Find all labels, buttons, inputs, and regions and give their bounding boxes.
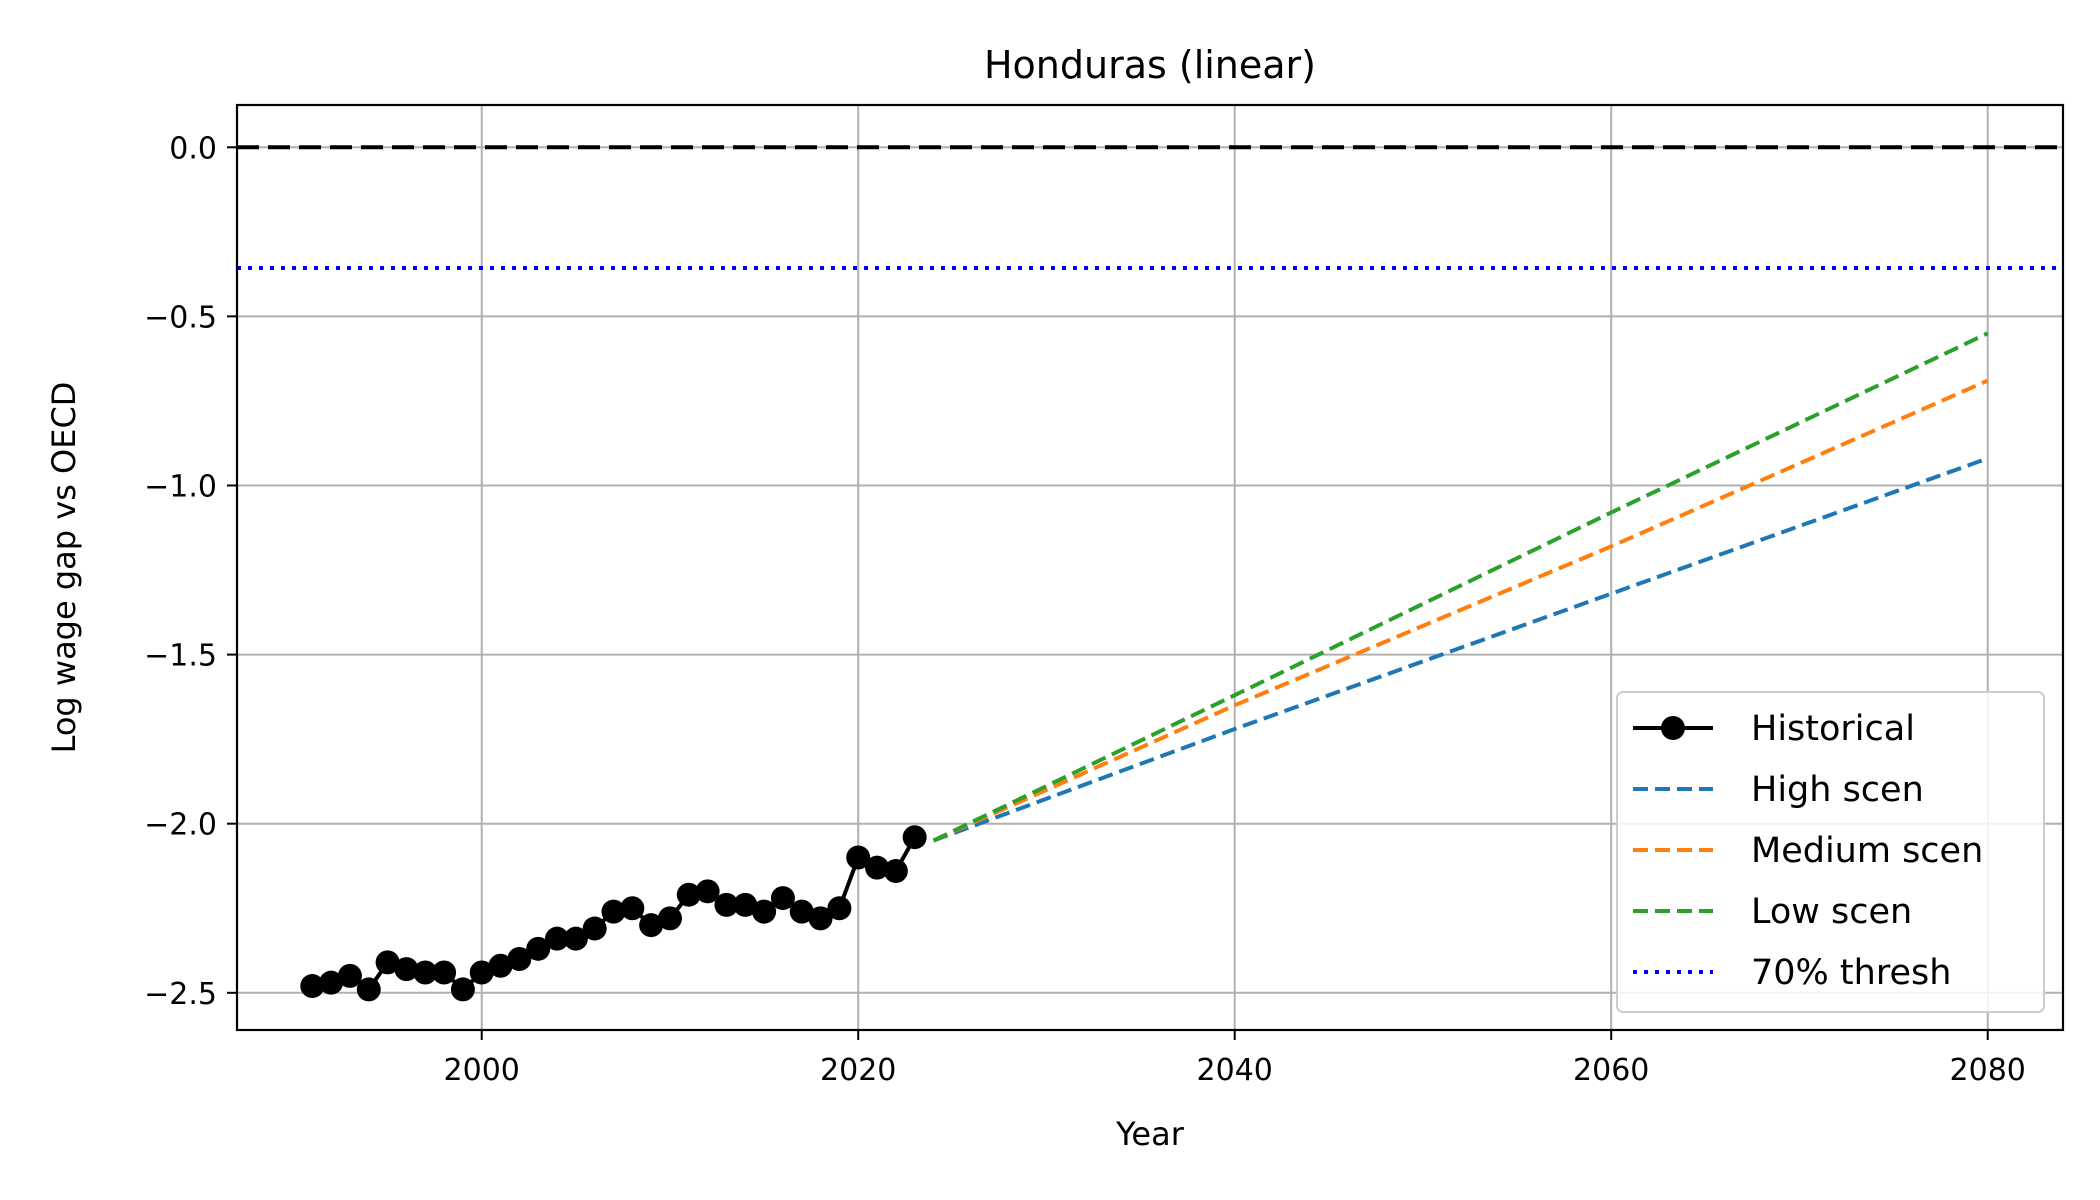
x-tick-label: 2080 <box>1950 1053 2026 1088</box>
historical-point <box>846 845 871 870</box>
historical-point <box>469 960 494 985</box>
legend-label: High scen <box>1751 770 1924 810</box>
medium-scen-line <box>932 378 1989 843</box>
legend-label: Low scen <box>1751 892 1912 932</box>
legend-label: Medium scen <box>1751 831 1983 871</box>
x-tick-label: 2040 <box>1197 1053 1273 1088</box>
y-tick-label: 0.0 <box>169 131 217 166</box>
axes: 2000 2020 2040 2060 2080 0.0 −0.5 −1.0 −1.5 −2.0 −… <box>144 103 2065 1088</box>
high-scen-line <box>932 456 1989 843</box>
historical-point <box>337 963 362 988</box>
historical-point <box>714 892 739 917</box>
historical-point <box>300 974 325 999</box>
historical-point <box>865 855 890 880</box>
y-axis-label: Log wage gap vs OECD <box>45 382 83 754</box>
x-tick-label: 2060 <box>1573 1053 1649 1088</box>
chart-title: Honduras (linear) <box>984 43 1316 87</box>
legend: Historical High scen Medium scen Low scen 70… <box>1616 691 2045 1013</box>
historical-point <box>601 899 626 924</box>
legend-box <box>1616 691 2045 1013</box>
historical-point <box>375 950 400 975</box>
historical-point <box>639 913 664 938</box>
historical-point <box>752 899 777 924</box>
low-scen-line <box>932 331 1989 843</box>
historical-point <box>808 906 833 931</box>
historical-point <box>450 977 475 1002</box>
y-tick-label: −2.0 <box>144 808 217 843</box>
historical-point <box>526 936 551 961</box>
historical-point <box>432 960 457 985</box>
historical-point <box>563 926 588 951</box>
series-lines <box>237 266 2063 1002</box>
legend-label: 70% thresh <box>1751 953 1951 993</box>
historical-point <box>488 953 513 978</box>
historical-point <box>827 896 852 921</box>
historical-point <box>620 896 645 921</box>
historical-point <box>394 957 419 982</box>
historical-point <box>413 960 438 985</box>
historical-point <box>582 916 607 941</box>
historical-point <box>733 892 758 917</box>
historical-point <box>657 906 682 931</box>
historical-point <box>545 926 570 951</box>
historical-point <box>356 977 381 1002</box>
historical-point <box>507 946 532 971</box>
x-axis-label: Year <box>1115 1115 1185 1153</box>
y-tick-label: −0.5 <box>144 300 217 335</box>
x-tick-label: 2020 <box>820 1053 896 1088</box>
y-tick-label: −1.0 <box>144 469 217 504</box>
x-tick-label: 2000 <box>444 1053 520 1088</box>
historical-point <box>902 825 927 850</box>
historical-point <box>695 879 720 904</box>
historical-point <box>770 886 795 911</box>
historical-point <box>883 859 908 884</box>
historical-point <box>676 882 701 907</box>
y-tick-label: −1.5 <box>144 639 217 674</box>
plot-frame <box>235 103 2065 1032</box>
historical-point <box>789 899 814 924</box>
y-tick-label: −2.5 <box>144 977 217 1012</box>
legend-label: Historical <box>1751 709 1915 749</box>
legend-marker <box>1661 716 1685 740</box>
historical-point <box>319 970 344 995</box>
